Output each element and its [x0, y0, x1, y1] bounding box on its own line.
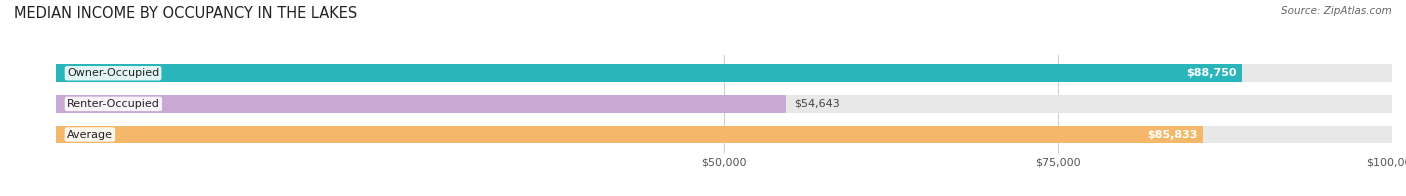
Text: $88,750: $88,750	[1185, 68, 1236, 78]
Bar	[56, 126, 1392, 143]
Bar	[56, 95, 786, 113]
Text: $85,833: $85,833	[1147, 130, 1198, 140]
Text: Source: ZipAtlas.com: Source: ZipAtlas.com	[1281, 6, 1392, 16]
Text: MEDIAN INCOME BY OCCUPANCY IN THE LAKES: MEDIAN INCOME BY OCCUPANCY IN THE LAKES	[14, 6, 357, 21]
Bar	[56, 64, 1392, 82]
Text: Owner-Occupied: Owner-Occupied	[67, 68, 159, 78]
Bar	[56, 64, 1241, 82]
Text: $54,643: $54,643	[794, 99, 839, 109]
Text: Average: Average	[67, 130, 112, 140]
Bar	[56, 95, 1392, 113]
Bar	[56, 126, 1202, 143]
Text: Renter-Occupied: Renter-Occupied	[67, 99, 160, 109]
